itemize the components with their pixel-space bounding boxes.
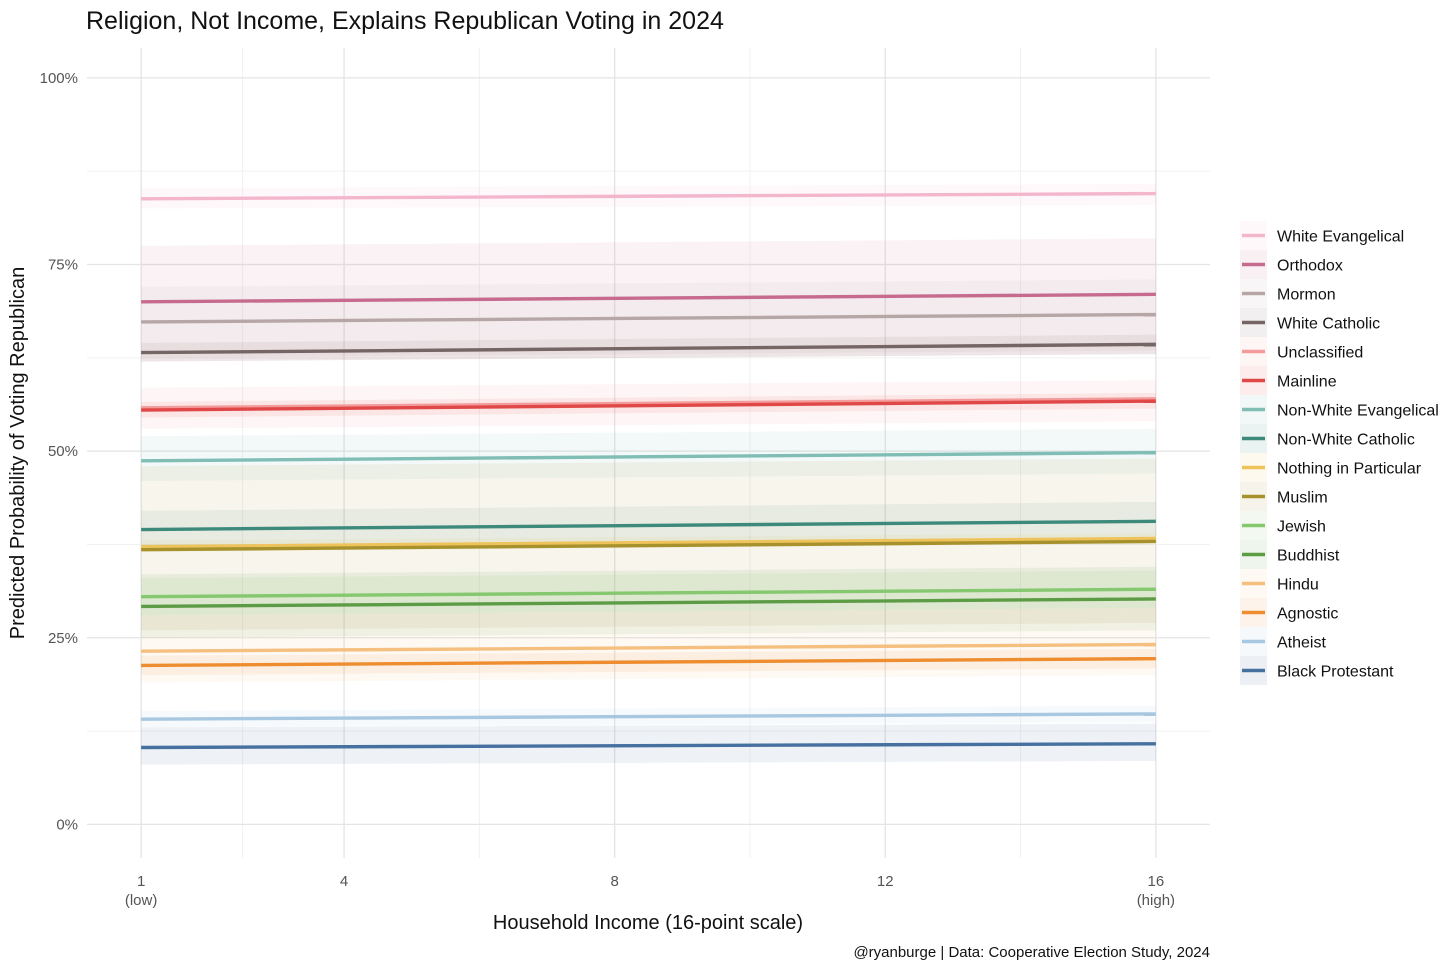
series-line [141,642,1156,653]
series-line [141,742,1156,750]
legend-label: Buddhist [1277,548,1340,565]
legend-label: Atheist [1277,635,1326,652]
y-tick-label: 25% [48,630,78,647]
x-tick-sublabel: (low) [125,892,158,909]
x-tick-sublabel: (high) [1137,892,1175,909]
series-line [141,519,1156,532]
y-axis-label: Predicted Probability of Voting Republic… [7,267,29,639]
x-tick-label: 4 [340,873,348,890]
legend-label: Hindu [1277,577,1319,594]
legend-label: Muslim [1277,490,1328,507]
series-line [141,292,1156,304]
chart-title: Religion, Not Income, Explains Republica… [86,7,724,35]
legend-label: Jewish [1277,519,1326,536]
y-axis-ticks: 0% 25% 50% 75% 100% [40,70,78,834]
legend-label: Agnostic [1277,606,1338,623]
caption: @ryanburge | Data: Cooperative Election … [853,944,1210,961]
x-tick-label: 1 [137,873,145,890]
x-axis-label: Household Income (16-point scale) [493,912,803,934]
x-tick-label: 16 [1148,873,1165,890]
series-line [141,312,1156,324]
series-line [141,712,1156,721]
series-line [141,191,1156,201]
legend-label: Mainline [1277,374,1337,391]
legend-label: Non-White Evangelical [1277,403,1439,420]
y-tick-label: 0% [56,816,78,833]
x-tick-label: 8 [611,873,619,890]
ci-band [141,428,1156,481]
series-lines [141,191,1156,750]
legend-label: Non-White Catholic [1277,432,1415,449]
y-tick-label: 75% [48,256,78,273]
series-line [141,342,1156,355]
confidence-bands [141,183,1156,765]
series-line [141,597,1156,609]
series-line [141,450,1156,463]
series-line [141,587,1156,599]
series-line [141,399,1156,412]
y-tick-label: 50% [48,443,78,460]
series-line [141,536,1156,549]
legend-label: White Evangelical [1277,229,1404,246]
legend-label: White Catholic [1277,316,1380,333]
legend-label: Orthodox [1277,258,1343,275]
ci-band [141,238,1156,362]
series-line [141,397,1156,410]
legend: White Evangelical Orthodox Mormon White Cat… [1240,221,1439,685]
y-tick-label: 100% [40,70,78,87]
legend-label: Nothing in Particular [1277,461,1422,478]
x-tick-label: 12 [877,873,894,890]
series-line [141,539,1156,552]
legend-label: Black Protestant [1277,664,1394,681]
x-axis-ticks: 1 (low) 4 8 12 16 (high) [125,873,1175,909]
legend-label: Mormon [1277,287,1336,304]
series-line [141,656,1156,668]
legend-label: Unclassified [1277,345,1363,362]
